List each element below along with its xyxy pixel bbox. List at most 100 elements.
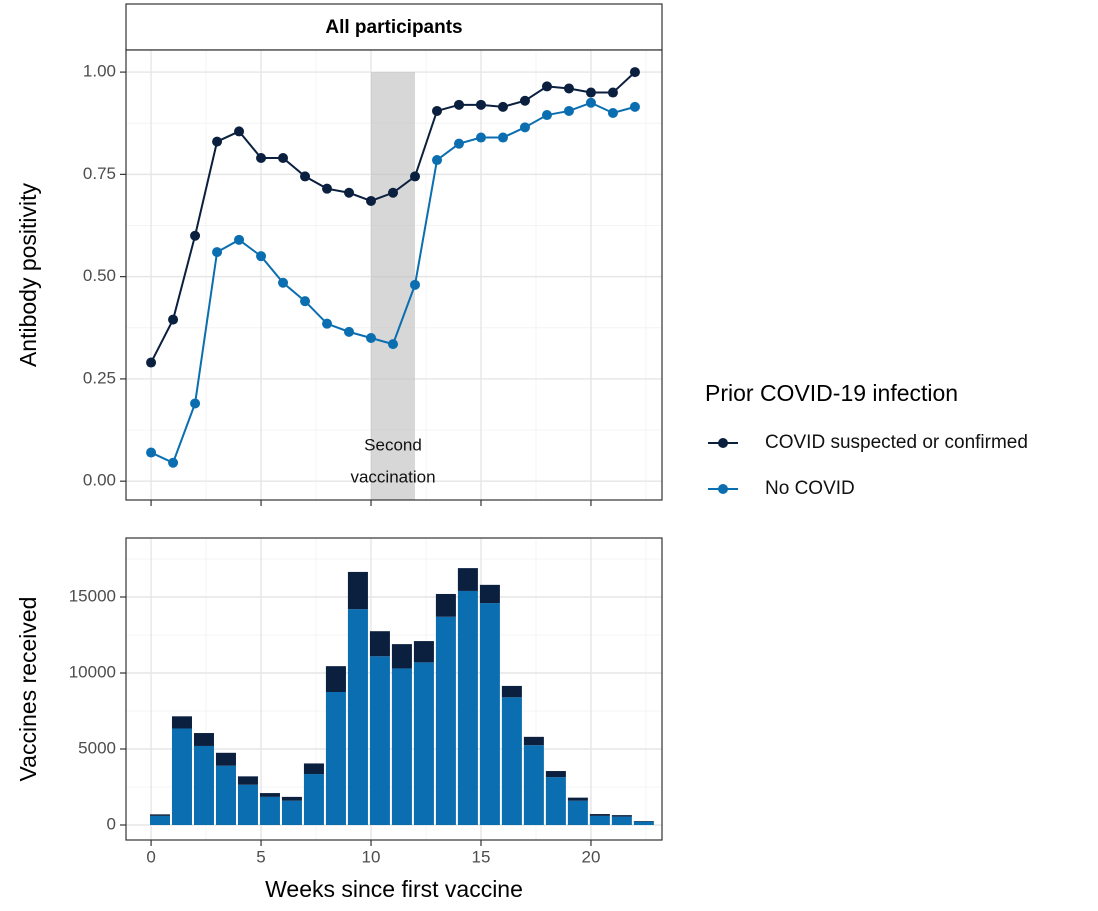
data-point <box>475 99 486 110</box>
strip-label: All participants <box>325 17 462 38</box>
data-point <box>190 398 201 409</box>
y-axis-title: Antibody positivity <box>15 182 41 367</box>
data-point <box>256 153 267 163</box>
bar <box>545 771 566 778</box>
bar <box>237 784 258 825</box>
y-tick-label: 0 <box>107 814 116 833</box>
strip <box>125 3 663 51</box>
data-point <box>585 97 596 108</box>
bar <box>281 796 302 801</box>
bar <box>149 814 170 816</box>
bar <box>391 644 412 669</box>
bar <box>325 666 346 693</box>
bar <box>567 800 588 825</box>
bar <box>391 668 412 825</box>
data-point <box>168 314 179 325</box>
data-point <box>322 183 333 194</box>
y-tick-label: 0.25 <box>83 368 116 387</box>
shaded-region <box>371 72 416 500</box>
bar <box>457 568 478 591</box>
data-point <box>212 136 223 147</box>
y-tick-label: 5000 <box>78 738 116 757</box>
legend-marker <box>718 438 728 448</box>
y-tick-label: 0.50 <box>83 266 116 285</box>
x-tick-label: 15 <box>472 847 491 866</box>
annotation: vaccination <box>350 467 435 486</box>
bar <box>545 777 566 825</box>
data-point <box>585 87 596 98</box>
legend-label: COVID suspected or confirmed <box>765 432 1028 453</box>
bar <box>479 603 500 825</box>
data-point <box>300 171 311 182</box>
bar <box>611 816 632 825</box>
data-point <box>410 279 421 290</box>
data-point <box>519 95 530 106</box>
bar <box>633 821 654 825</box>
bar <box>347 609 368 825</box>
bar <box>171 728 192 825</box>
bar <box>479 584 500 604</box>
bar <box>589 815 610 825</box>
data-point <box>168 457 179 468</box>
data-point <box>410 171 421 182</box>
data-point <box>300 296 311 307</box>
bar <box>523 736 544 746</box>
bar <box>413 662 434 825</box>
x-tick-label: 10 <box>362 847 381 866</box>
data-point <box>212 247 223 258</box>
data-point <box>344 326 355 337</box>
data-point <box>519 122 530 133</box>
data-point <box>497 101 508 112</box>
bar <box>303 763 324 775</box>
data-point <box>431 105 442 116</box>
x-tick-label: 5 <box>256 847 265 866</box>
data-point <box>453 99 464 110</box>
legend-label: No COVID <box>765 478 855 499</box>
panel-border <box>125 49 663 501</box>
legend-title: Prior COVID-19 infection <box>705 380 958 406</box>
bar <box>215 765 236 825</box>
data-point <box>146 357 157 368</box>
data-point <box>497 132 508 143</box>
bar <box>237 776 258 785</box>
data-point <box>256 251 267 262</box>
data-point <box>146 447 157 458</box>
y-tick-label: 10000 <box>69 662 116 681</box>
bar <box>215 752 236 766</box>
data-point <box>431 155 442 166</box>
bar <box>303 774 324 825</box>
bar <box>457 590 478 825</box>
y-tick-label: 1.00 <box>83 62 116 81</box>
data-point <box>629 101 640 112</box>
bar <box>523 745 544 825</box>
bar <box>193 733 214 746</box>
panel-border <box>125 537 663 841</box>
annotation: Second <box>364 435 422 454</box>
data-point <box>607 108 618 118</box>
legend-marker <box>718 484 728 494</box>
bar <box>171 716 192 729</box>
data-point <box>453 138 464 149</box>
data-point <box>541 110 552 121</box>
y-axis-title: Vaccines received <box>15 597 41 782</box>
bar <box>325 692 346 825</box>
bar <box>435 616 456 825</box>
data-point <box>629 67 640 78</box>
data-point <box>366 333 377 343</box>
bar <box>413 641 434 663</box>
bar <box>435 593 456 617</box>
x-axis-title: Weeks since first vaccine <box>265 876 523 902</box>
bar <box>501 697 522 825</box>
bar <box>589 814 610 816</box>
data-point <box>388 187 399 198</box>
bar <box>149 815 170 825</box>
bar <box>347 571 368 610</box>
data-point <box>366 195 377 206</box>
bar <box>259 796 280 825</box>
bar <box>501 685 522 698</box>
data-point <box>475 132 486 143</box>
bar <box>567 797 588 801</box>
data-point <box>344 187 355 198</box>
bar <box>193 745 214 825</box>
